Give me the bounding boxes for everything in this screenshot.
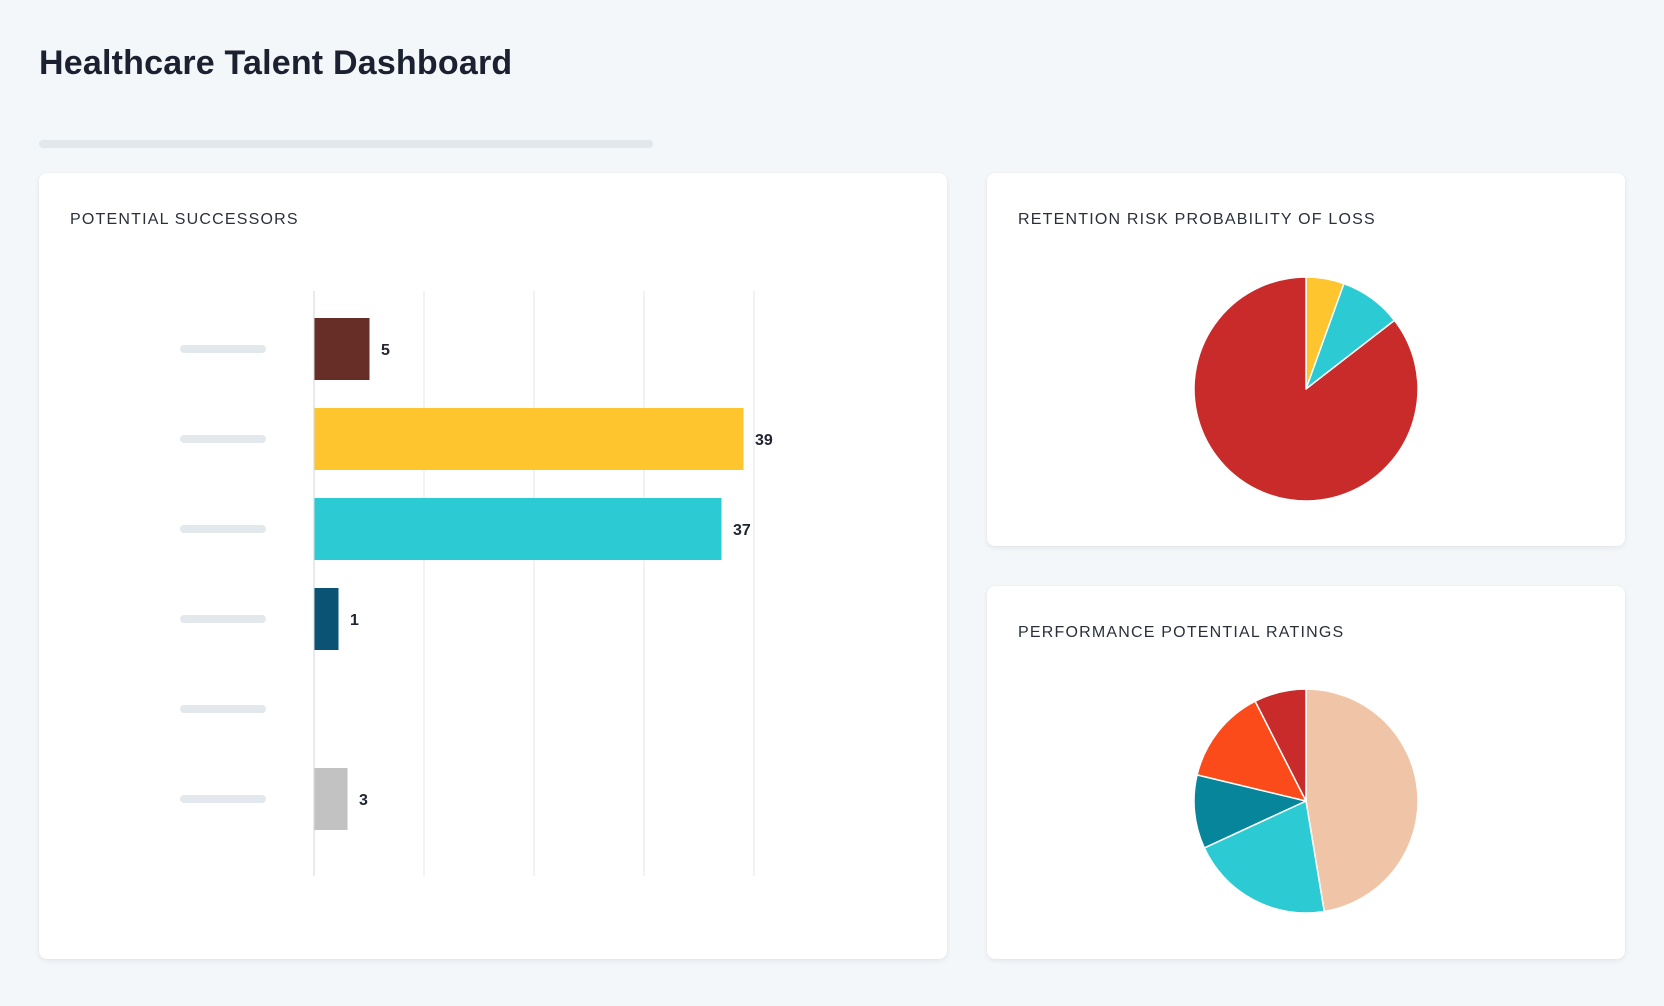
category-label-placeholder <box>180 525 266 533</box>
potential-successors-card: POTENTIAL SUCCESSORS 5 39 37 1 3 <box>39 173 947 959</box>
category-label-placeholder <box>180 615 266 623</box>
retention-risk-chart <box>1193 276 1419 502</box>
bar[interactable] <box>314 498 722 560</box>
potential-successors-chart: 5 39 37 1 3 <box>180 291 773 876</box>
performance-ratings-card: PERFORMANCE POTENTIAL RATINGS <box>987 586 1625 959</box>
pie-slice[interactable] <box>1196 700 1307 802</box>
category-label-placeholder <box>180 345 266 353</box>
performance-ratings-chart <box>1193 688 1419 914</box>
retention-risk-title: RETENTION RISK PROBABILITY OF LOSS <box>1018 211 1376 228</box>
bar-value-label: 5 <box>381 342 390 359</box>
bar-value-label: 1 <box>350 612 359 629</box>
bar[interactable] <box>314 768 348 830</box>
bar[interactable] <box>314 318 370 380</box>
pie-slice[interactable] <box>1254 688 1307 802</box>
category-label-placeholder <box>180 705 266 713</box>
pie-slice[interactable] <box>1203 800 1325 914</box>
potential-successors-title: POTENTIAL SUCCESSORS <box>70 211 299 228</box>
category-label-placeholder <box>180 435 266 443</box>
bar-value-label: 37 <box>733 522 751 539</box>
page-title: Healthcare Talent Dashboard <box>39 44 513 82</box>
pie-slice[interactable] <box>1193 774 1307 849</box>
category-label-placeholder <box>180 795 266 803</box>
bar-value-label: 39 <box>755 432 773 449</box>
pie-slice[interactable] <box>1193 276 1419 502</box>
retention-risk-card: RETENTION RISK PROBABILITY OF LOSS <box>987 173 1625 546</box>
bar-value-label: 3 <box>359 792 368 809</box>
bar[interactable] <box>314 408 744 470</box>
subtitle-placeholder <box>39 140 653 148</box>
bar[interactable] <box>314 588 339 650</box>
performance-ratings-title: PERFORMANCE POTENTIAL RATINGS <box>1018 624 1345 641</box>
pie-slice[interactable] <box>1305 688 1419 913</box>
